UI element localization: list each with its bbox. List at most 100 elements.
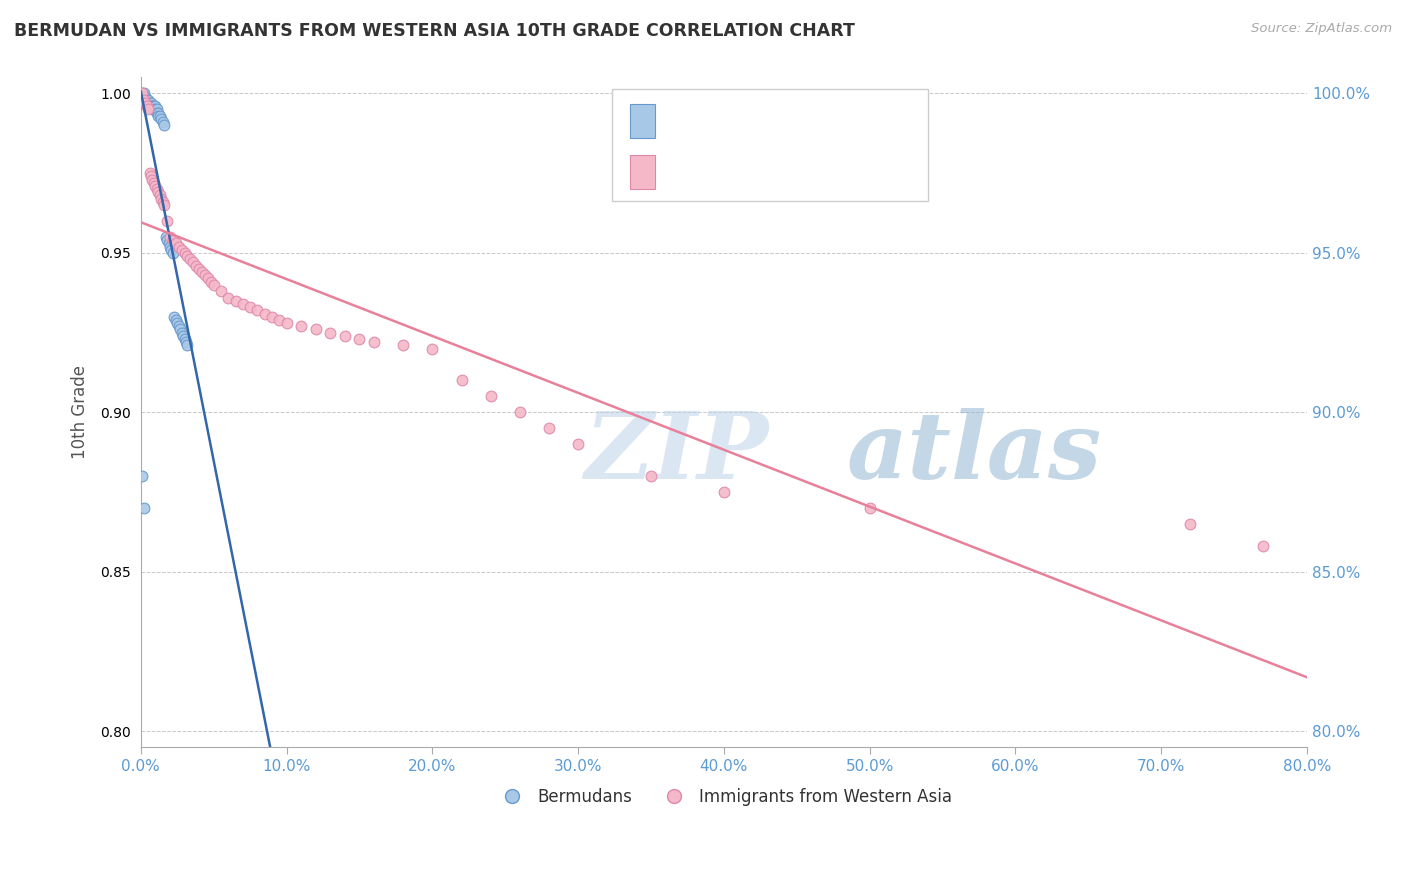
- Point: [567, 437, 589, 451]
- Point: [152, 115, 174, 129]
- Point: [132, 93, 155, 107]
- Point: [135, 93, 157, 107]
- Point: [422, 342, 444, 356]
- Point: [160, 243, 183, 257]
- Point: [176, 338, 198, 352]
- Point: [131, 87, 153, 101]
- Point: [246, 303, 269, 318]
- Point: [162, 233, 184, 247]
- Point: [148, 105, 170, 120]
- Point: [134, 89, 156, 103]
- Point: [136, 99, 159, 113]
- Point: [165, 236, 187, 251]
- Point: [148, 186, 170, 200]
- Point: [136, 93, 159, 107]
- Text: N =: N =: [779, 115, 808, 130]
- Point: [149, 188, 172, 202]
- Point: [1253, 540, 1275, 554]
- Text: atlas: atlas: [846, 408, 1102, 498]
- Point: [142, 99, 165, 113]
- Point: [139, 95, 162, 110]
- Point: [134, 95, 156, 110]
- Point: [162, 246, 184, 260]
- Point: [136, 95, 159, 110]
- Point: [174, 335, 197, 350]
- Point: [392, 338, 415, 352]
- Point: [131, 87, 153, 101]
- Point: [145, 103, 167, 117]
- Point: [131, 469, 153, 483]
- Point: [131, 95, 153, 110]
- Text: R =: R =: [666, 115, 695, 130]
- Point: [167, 239, 190, 253]
- Point: [132, 501, 155, 516]
- Point: [209, 284, 232, 298]
- Point: [135, 99, 157, 113]
- Point: [319, 326, 342, 340]
- Point: [305, 322, 328, 336]
- Point: [145, 99, 167, 113]
- Point: [290, 319, 312, 334]
- Point: [170, 326, 193, 340]
- Point: [153, 198, 176, 212]
- Point: [138, 95, 160, 110]
- Point: [179, 252, 201, 267]
- Point: [132, 93, 155, 107]
- Point: [232, 297, 254, 311]
- Legend: Bermudans, Immigrants from Western Asia: Bermudans, Immigrants from Western Asia: [489, 781, 959, 813]
- Point: [157, 236, 180, 251]
- Point: [159, 239, 181, 253]
- Point: [141, 103, 163, 117]
- Point: [333, 328, 356, 343]
- Point: [194, 268, 217, 283]
- Text: BERMUDAN VS IMMIGRANTS FROM WESTERN ASIA 10TH GRADE CORRELATION CHART: BERMUDAN VS IMMIGRANTS FROM WESTERN ASIA…: [14, 22, 855, 40]
- Point: [176, 249, 198, 263]
- Point: [155, 230, 177, 244]
- Point: [239, 300, 262, 314]
- Point: [269, 313, 291, 327]
- Point: [173, 246, 195, 260]
- Point: [197, 271, 219, 285]
- Point: [191, 265, 214, 279]
- Point: [156, 214, 179, 228]
- Point: [142, 103, 165, 117]
- Point: [253, 306, 276, 320]
- Point: [136, 103, 159, 117]
- Point: [640, 469, 662, 483]
- Point: [225, 293, 247, 308]
- Point: [276, 316, 298, 330]
- Point: [537, 421, 560, 435]
- Text: R =: R =: [666, 166, 695, 181]
- Point: [217, 291, 239, 305]
- Point: [146, 103, 169, 117]
- Point: [1180, 516, 1202, 531]
- Point: [153, 118, 176, 132]
- Point: [479, 389, 502, 403]
- Point: [134, 95, 156, 110]
- Point: [156, 233, 179, 247]
- Point: [188, 261, 211, 276]
- Point: [150, 192, 173, 206]
- Point: [166, 316, 188, 330]
- Text: -0.076: -0.076: [713, 165, 772, 183]
- Point: [139, 169, 162, 184]
- Point: [132, 95, 155, 110]
- Text: ZIP: ZIP: [583, 408, 768, 498]
- Point: [159, 230, 181, 244]
- Point: [167, 319, 190, 334]
- Point: [148, 109, 170, 123]
- Point: [149, 109, 172, 123]
- Point: [173, 332, 195, 346]
- Point: [169, 322, 191, 336]
- Y-axis label: 10th Grade: 10th Grade: [72, 366, 89, 459]
- Point: [138, 99, 160, 113]
- Point: [172, 328, 194, 343]
- Point: [139, 99, 162, 113]
- Point: [141, 172, 163, 186]
- Point: [509, 405, 531, 419]
- Text: 61: 61: [825, 165, 848, 183]
- Point: [152, 194, 174, 209]
- Point: [163, 310, 186, 324]
- Point: [142, 176, 165, 190]
- Point: [202, 277, 225, 292]
